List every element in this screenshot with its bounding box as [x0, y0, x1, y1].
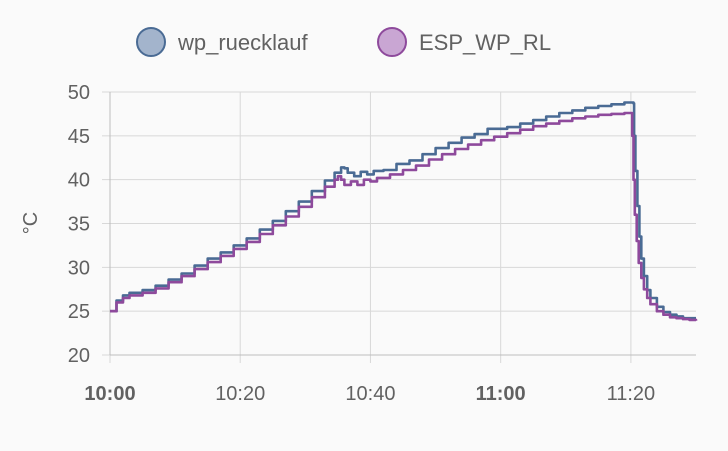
legend-item-wp-ruecklauf[interactable]: wp_ruecklauf [136, 27, 309, 57]
legend[interactable]: wp_ruecklauf ESP_WP_RL [136, 27, 551, 57]
x-axis-ticks: 10:00 10:20 10:40 11:00 11:20 [84, 383, 655, 405]
x-tick-label: 10:00 [84, 383, 135, 405]
y-tick-label: 30 [68, 257, 90, 279]
y-tick-label: 40 [68, 170, 90, 192]
x-tick-label: 11:20 [607, 383, 656, 405]
y-tick-label: 25 [68, 301, 90, 323]
legend-label: wp_ruecklauf [177, 30, 309, 55]
y-tick-label: 45 [68, 126, 90, 148]
y-tick-label: 50 [68, 82, 90, 104]
legend-item-esp-wp-rl[interactable]: ESP_WP_RL [377, 27, 551, 57]
y-tick-label: 20 [68, 345, 90, 367]
legend-swatch [136, 27, 166, 57]
legend-label: ESP_WP_RL [419, 30, 551, 55]
y-axis-ticks: 20 25 30 35 40 45 50 [68, 82, 90, 367]
y-tick-label: 35 [68, 214, 90, 236]
x-tick-label: 11:00 [476, 383, 526, 405]
series-line-wp-ruecklauf[interactable] [110, 101, 696, 320]
series-line-esp-wp-rl[interactable] [110, 111, 698, 322]
x-tick-label: 10:20 [215, 383, 265, 405]
x-tick-label: 10:40 [345, 383, 395, 405]
series-lines[interactable] [110, 101, 698, 322]
chart-grid [102, 91, 696, 363]
legend-swatch [377, 27, 407, 57]
y-axis-label: °C [20, 212, 42, 234]
